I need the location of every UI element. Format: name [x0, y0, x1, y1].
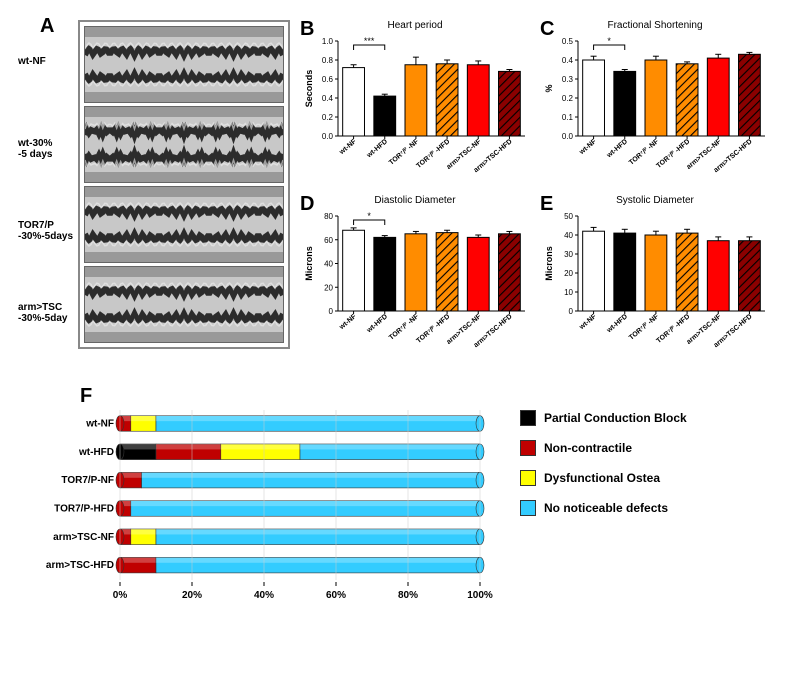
legend-label: Non-contractile [544, 441, 632, 455]
svg-text:Microns: Microns [304, 246, 314, 281]
svg-text:20: 20 [564, 269, 573, 278]
bar-grid: BHeart period 0.0 0.2 0.4 0.6 0.8 1.0 Seconds wt… [300, 20, 770, 370]
m-mode-trace [84, 266, 284, 343]
svg-text:wt-NF: wt-NF [338, 313, 359, 332]
panel-C-label: C [540, 18, 554, 41]
svg-text:arm>TSC-HFD: arm>TSC-HFD [46, 560, 114, 571]
svg-text:Microns: Microns [544, 246, 554, 281]
svg-text:80%: 80% [398, 590, 418, 601]
svg-text:0.2: 0.2 [562, 94, 574, 103]
panel-E-label: E [540, 193, 553, 216]
svg-text:60%: 60% [326, 590, 346, 601]
svg-text:TOR7/P-NF: TOR7/P-NF [61, 475, 114, 486]
svg-text:10: 10 [564, 288, 573, 297]
svg-text:wt-HFD: wt-HFD [78, 447, 114, 458]
chart-title: Heart period [300, 20, 530, 31]
svg-text:wt-NF: wt-NF [578, 313, 599, 332]
svg-text:wt-HFD: wt-HFD [365, 313, 389, 335]
svg-text:0: 0 [329, 307, 334, 316]
svg-text:0.1: 0.1 [562, 113, 574, 122]
svg-text:wt-HFD: wt-HFD [605, 138, 629, 160]
m-mode-label: TOR7/P-30%-5days [18, 220, 74, 242]
legend-label: No noticeable defects [544, 501, 668, 515]
svg-text:0.6: 0.6 [322, 75, 334, 84]
legend-swatch [520, 470, 536, 486]
legend-F: Partial Conduction Block Non-contractile D… [520, 410, 687, 530]
svg-text:40%: 40% [254, 590, 274, 601]
svg-text:0.3: 0.3 [562, 75, 574, 84]
panel-A-label: A [40, 15, 54, 38]
m-mode-label: wt-NF [18, 56, 74, 67]
svg-text:0.4: 0.4 [562, 56, 574, 65]
svg-text:80: 80 [324, 212, 333, 221]
legend-swatch [520, 500, 536, 516]
m-mode-label: arm>TSC-30%-5day [18, 302, 74, 324]
chart-title: Fractional Shortening [540, 20, 770, 31]
svg-text:20%: 20% [182, 590, 202, 601]
svg-text:0.0: 0.0 [562, 132, 574, 141]
panel-E: ESystolic Diameter 0 10 20 30 40 50 Microns wt-N… [540, 195, 770, 370]
legend-label: Dysfunctional Ostea [544, 471, 660, 485]
legend-item: Dysfunctional Ostea [520, 470, 687, 486]
legend-item: Partial Conduction Block [520, 410, 687, 426]
svg-text:40: 40 [324, 260, 333, 269]
svg-text:0.8: 0.8 [322, 56, 334, 65]
panel-B: BHeart period 0.0 0.2 0.4 0.6 0.8 1.0 Seconds wt… [300, 20, 530, 195]
panel-F-label: F [80, 385, 92, 408]
svg-text:***: *** [364, 36, 375, 46]
svg-text:0.0: 0.0 [322, 132, 334, 141]
legend-swatch [520, 440, 536, 456]
figure: A wt-NFwt-30%-5 daysTOR7/P-30%-5daysarm>… [20, 20, 780, 615]
m-mode-trace [84, 186, 284, 263]
svg-text:%: % [544, 84, 554, 92]
legend-label: Partial Conduction Block [544, 411, 687, 425]
svg-text:0%: 0% [113, 590, 128, 601]
svg-text:TOR⁷/ᴾ -NF: TOR⁷/ᴾ -NF [628, 138, 661, 167]
legend-item: Non-contractile [520, 440, 687, 456]
svg-text:1.0: 1.0 [322, 37, 334, 46]
svg-text:0: 0 [569, 307, 574, 316]
svg-text:wt-NF: wt-NF [338, 138, 359, 157]
svg-text:TOR⁷/ᴾ -NF: TOR⁷/ᴾ -NF [388, 138, 421, 167]
stacked-bar-chart: wt-NF wt-HFD TOR7/P-NF TOR7/P-HFD arm>TSC-NF… [20, 390, 500, 610]
m-mode-trace [84, 106, 284, 183]
m-mode-label: wt-30%-5 days [18, 138, 74, 160]
panel-F: F wt-NFwt-HFDTOR7/P-NFTOR7/P-HFDarm>TSC-… [20, 390, 780, 615]
svg-text:60: 60 [324, 236, 333, 245]
svg-text:0.4: 0.4 [322, 94, 334, 103]
svg-text:*: * [607, 36, 611, 46]
m-mode-trace [84, 26, 284, 103]
svg-text:wt-HFD: wt-HFD [365, 138, 389, 160]
panel-D-label: D [300, 193, 314, 216]
panel-B-label: B [300, 18, 314, 41]
svg-text:wt-HFD: wt-HFD [605, 313, 629, 335]
svg-text:TOR⁷/ᴾ -NF: TOR⁷/ᴾ -NF [628, 313, 661, 342]
chart-title: Systolic Diameter [540, 195, 770, 206]
svg-text:0.5: 0.5 [562, 37, 574, 46]
panel-D: DDiastolic Diameter 0 20 40 60 80 Microns wt-NF… [300, 195, 530, 370]
panel-C: CFractional Shortening 0.0 0.1 0.2 0.3 0.4 0.5… [540, 20, 770, 195]
svg-text:30: 30 [564, 250, 573, 259]
legend-swatch [520, 410, 536, 426]
svg-text:TOR7/P-HFD: TOR7/P-HFD [54, 503, 114, 514]
svg-text:TOR⁷/ᴾ -NF: TOR⁷/ᴾ -NF [388, 313, 421, 342]
legend-item: No noticeable defects [520, 500, 687, 516]
svg-text:20: 20 [324, 283, 333, 292]
svg-text:*: * [367, 211, 371, 221]
svg-text:wt-NF: wt-NF [578, 138, 599, 157]
svg-text:40: 40 [564, 231, 573, 240]
svg-text:arm>TSC-NF: arm>TSC-NF [53, 532, 114, 543]
svg-text:100%: 100% [467, 590, 493, 601]
svg-text:wt-NF: wt-NF [85, 418, 114, 429]
m-mode-stack [78, 20, 290, 349]
chart-title: Diastolic Diameter [300, 195, 530, 206]
svg-text:0.2: 0.2 [322, 113, 334, 122]
svg-text:50: 50 [564, 212, 573, 221]
panel-A: A wt-NFwt-30%-5 daysTOR7/P-30%-5daysarm>… [20, 20, 290, 370]
svg-text:Seconds: Seconds [304, 70, 314, 108]
